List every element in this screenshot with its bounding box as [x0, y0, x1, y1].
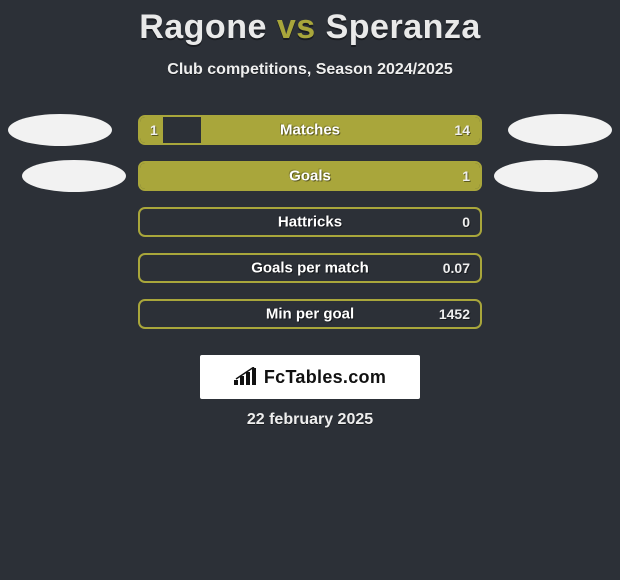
stat-row: Goals1	[0, 153, 620, 199]
stat-label: Goals per match	[140, 260, 480, 277]
stat-bar: Goals1	[138, 161, 482, 191]
title-right: Speranza	[326, 8, 481, 46]
stat-value-right: 1452	[439, 306, 470, 322]
stat-value-right: 0	[462, 214, 470, 230]
bar-fill-right	[140, 163, 480, 189]
stat-row: Matches114	[0, 107, 620, 153]
page-title: Ragone vs Speranza	[0, 8, 620, 47]
title-vs: vs	[277, 8, 316, 46]
player-avatar-left	[8, 114, 112, 146]
brand-text: FcTables.com	[264, 367, 386, 388]
stat-bar: Matches114	[138, 115, 482, 145]
stat-bar: Goals per match0.07	[138, 253, 482, 283]
stat-label: Min per goal	[140, 306, 480, 323]
player-avatar-left	[22, 160, 126, 192]
stat-row: Goals per match0.07	[0, 245, 620, 291]
player-avatar-right	[494, 160, 598, 192]
stat-bar: Hattricks0	[138, 207, 482, 237]
bar-fill-right	[201, 117, 480, 143]
player-avatar-right	[508, 114, 612, 146]
stat-row: Min per goal1452	[0, 291, 620, 337]
bar-fill-left	[140, 117, 163, 143]
title-left: Ragone	[139, 8, 267, 46]
stat-row: Hattricks0	[0, 199, 620, 245]
stat-bar: Min per goal1452	[138, 299, 482, 329]
subtitle: Club competitions, Season 2024/2025	[0, 61, 620, 79]
stat-value-right: 0.07	[443, 260, 470, 276]
brand-badge: FcTables.com	[200, 355, 420, 399]
root: Ragone vs Speranza Club competitions, Se…	[0, 0, 620, 580]
bars-icon	[234, 367, 258, 387]
date-text: 22 february 2025	[0, 411, 620, 429]
stat-label: Hattricks	[140, 214, 480, 231]
comparison-chart: Matches114 Goals1 Hattricks0 Goals per matc…	[0, 107, 620, 337]
